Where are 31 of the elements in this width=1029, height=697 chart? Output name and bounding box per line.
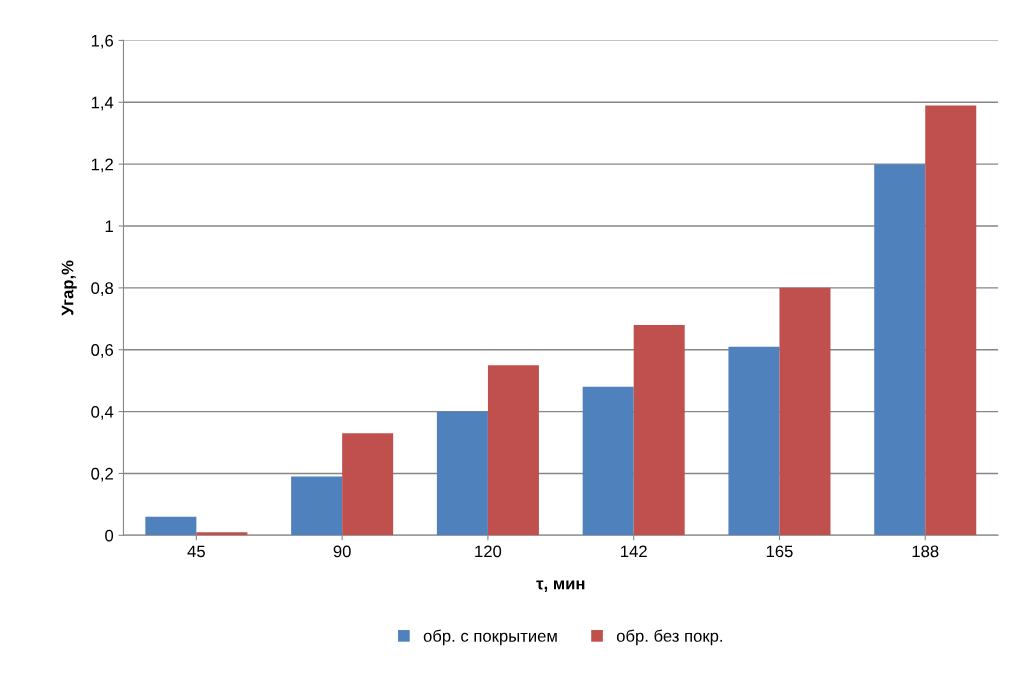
x-tick-label: 120 (475, 545, 502, 558)
x-tick-label: 90 (333, 545, 351, 558)
bar (728, 346, 780, 536)
x-tick-label: 142 (621, 545, 647, 558)
x-axis-title: τ, мин (536, 580, 585, 592)
y-tick-label: 0,6 (91, 344, 114, 358)
bar (196, 532, 248, 536)
bar (145, 516, 197, 536)
y-tick-label: 1,2 (91, 158, 113, 173)
y-tick-label: 0 (105, 529, 114, 542)
x-tick-label: 188 (912, 545, 939, 558)
y-tick-label: 1,4 (91, 96, 114, 111)
bar (342, 433, 394, 536)
bar (582, 386, 634, 536)
y-tick-label: 0,8 (91, 282, 114, 297)
x-tick-label: 165 (766, 545, 793, 558)
y-axis-title: Угар,% (61, 260, 77, 316)
y-tick-label: 0,2 (91, 467, 113, 482)
legend-label: обр. без покр. (616, 629, 723, 646)
y-tick-label: 0,4 (91, 405, 114, 420)
x-tick-label: 45 (187, 545, 205, 558)
bar (633, 324, 685, 536)
y-tick-label: 1 (105, 220, 113, 233)
bar (925, 105, 977, 536)
y-tick-label: 1,6 (91, 34, 114, 49)
legend-label: обр. с покрытием (423, 629, 557, 646)
bar (874, 164, 926, 536)
bar (779, 287, 831, 536)
bar (487, 365, 539, 536)
bar (436, 411, 488, 536)
bar (291, 476, 343, 536)
